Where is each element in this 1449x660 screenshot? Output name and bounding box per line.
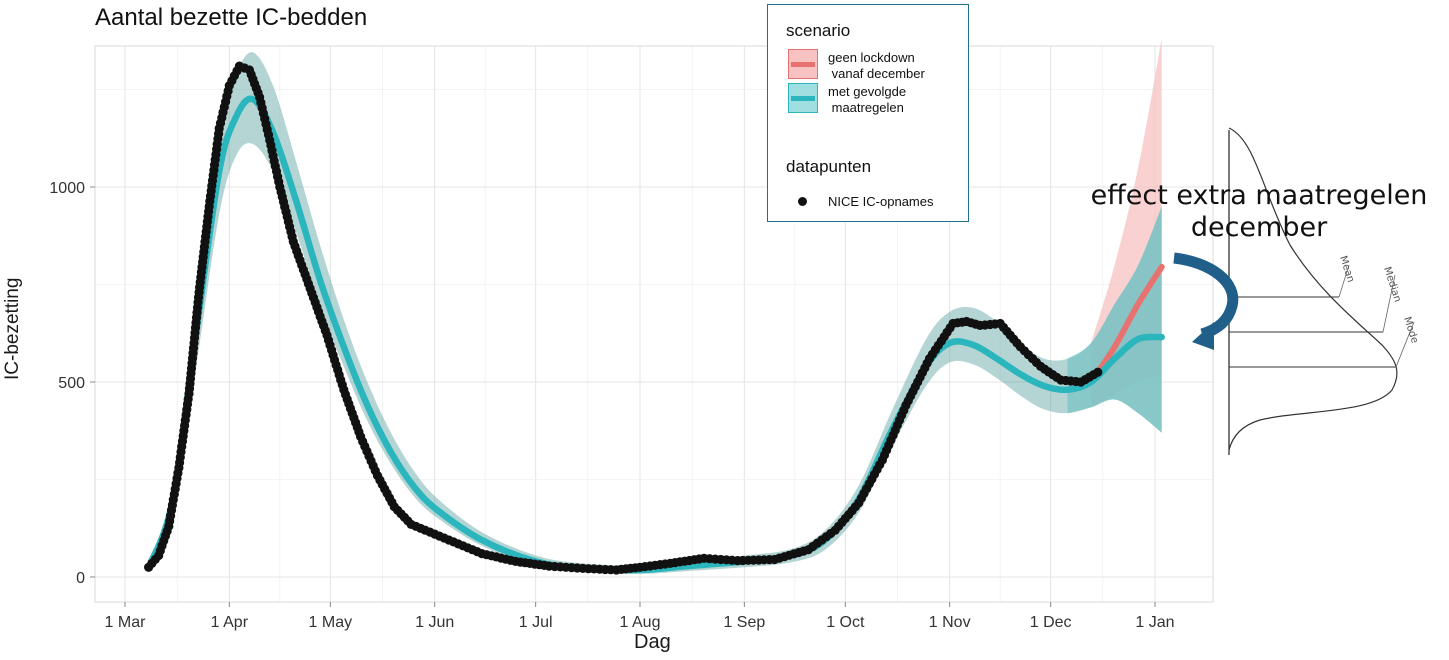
legend-item-nice: NICE IC-opnames bbox=[828, 194, 934, 209]
arrow-shaft bbox=[1173, 252, 1239, 340]
x-tick-label: 1 Sep bbox=[723, 614, 765, 631]
x-tick-label: 1 Mar bbox=[105, 614, 147, 631]
dist-leader bbox=[1395, 321, 1415, 368]
dist-label: Mode bbox=[1401, 316, 1420, 345]
grid-lines bbox=[94, 45, 1214, 603]
legend-item-measures: met gevolgde maatregelen bbox=[828, 84, 907, 115]
y-tick-label: 500 bbox=[58, 375, 85, 392]
x-tick-label: 1 Nov bbox=[929, 614, 971, 631]
y-axis-label: IC-bezetting bbox=[2, 277, 23, 380]
distribution-sketch: Mean Median Mode bbox=[1228, 127, 1420, 455]
legend-item-no-lockdown: geen lockdown vanaf december bbox=[828, 50, 925, 81]
legend-scenario-title: scenario bbox=[786, 21, 851, 40]
arrow-head bbox=[1192, 322, 1214, 350]
legend: scenario geen lockdown vanaf december me… bbox=[767, 4, 969, 222]
dist-leader bbox=[1382, 274, 1396, 333]
y-tick-label: 1000 bbox=[49, 180, 85, 197]
x-tick-label: 1 Aug bbox=[620, 614, 661, 631]
x-tick-label: 1 Dec bbox=[1030, 614, 1072, 631]
plot-area bbox=[95, 46, 1213, 602]
x-tick-label: 1 Jun bbox=[415, 614, 454, 631]
x-tick-label: 1 Oct bbox=[826, 614, 865, 631]
y-axis-ticks: 0 500 1000 bbox=[49, 180, 95, 587]
nice-data-points bbox=[144, 61, 1103, 575]
x-tick-label: 1 May bbox=[309, 614, 353, 631]
data-point bbox=[1093, 367, 1103, 377]
legend-points-title: datapunten bbox=[786, 157, 872, 176]
legend-swatch-red bbox=[788, 49, 818, 79]
x-tick-label: 1 Jan bbox=[1135, 614, 1174, 631]
dist-leader bbox=[1338, 264, 1350, 298]
dist-curve bbox=[1228, 127, 1398, 451]
chart-title: Aantal bezette IC-bedden bbox=[95, 4, 368, 31]
line-no-lockdown bbox=[1088, 263, 1165, 385]
band-measures bbox=[148, 52, 1162, 574]
annotation-text: effect extra maatregelen december bbox=[1090, 180, 1428, 243]
y-tick-label: 0 bbox=[76, 570, 85, 587]
legend-point-marker bbox=[798, 197, 807, 206]
dist-label: Mean bbox=[1337, 255, 1356, 284]
dist-label: Median bbox=[1381, 266, 1403, 304]
x-tick-label: 1 Apr bbox=[211, 614, 249, 631]
curved-arrow-icon bbox=[1173, 252, 1239, 350]
legend-swatch-teal bbox=[788, 83, 818, 113]
x-tick-label: 1 Jul bbox=[519, 614, 553, 631]
x-axis-ticks: 1 Mar 1 Apr 1 May 1 Jun 1 Jul 1 Aug 1 Sep 1 Oct… bbox=[105, 602, 1175, 631]
x-axis-label: Dag bbox=[634, 631, 671, 653]
